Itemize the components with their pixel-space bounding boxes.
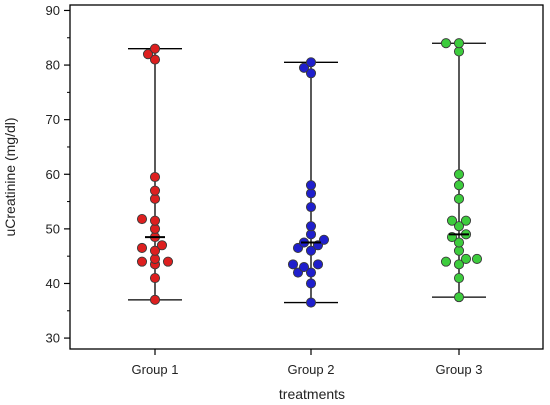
x-tick-label: Group 3 <box>436 362 483 377</box>
data-point <box>149 43 161 54</box>
data-point <box>149 54 161 65</box>
y-axis: 30 40 50 60 70 80 90 <box>46 3 70 346</box>
data-point <box>453 193 465 204</box>
plot-frame <box>69 4 544 350</box>
data-point <box>453 221 465 232</box>
y-axis-title: uCreatinine (mg/dl) <box>2 117 18 236</box>
y-tick-label: 40 <box>46 276 60 291</box>
data-point <box>162 256 174 267</box>
group-3 <box>432 38 486 303</box>
y-tick-label: 70 <box>46 112 60 127</box>
data-point <box>446 215 458 226</box>
data-point <box>453 38 465 49</box>
data-point <box>453 169 465 180</box>
group-2 <box>284 57 338 308</box>
data-point <box>287 259 299 270</box>
y-tick-label: 50 <box>46 221 60 236</box>
data-point <box>149 171 161 183</box>
data-point <box>136 242 148 254</box>
data-point <box>318 234 330 245</box>
data-point <box>136 256 148 267</box>
data-point <box>453 292 465 303</box>
data-point <box>136 213 148 225</box>
x-axis: Group 1 Group 2 Group 3 <box>132 349 483 377</box>
data-point <box>149 272 161 284</box>
data-point <box>471 253 483 264</box>
groups <box>128 38 486 308</box>
y-tick-label: 90 <box>46 3 60 18</box>
data-point <box>453 259 465 270</box>
data-point <box>453 272 465 284</box>
data-point <box>312 259 324 270</box>
data-point <box>305 245 317 256</box>
data-point <box>149 245 161 256</box>
data-point <box>305 278 317 289</box>
data-point <box>453 237 465 248</box>
y-tick-label: 60 <box>46 167 60 182</box>
y-tick-label: 30 <box>46 331 60 346</box>
data-point <box>305 68 317 79</box>
x-tick-label: Group 2 <box>288 362 335 377</box>
x-axis-title: treatments <box>279 386 345 402</box>
data-point <box>149 185 161 196</box>
data-point <box>149 294 161 305</box>
y-tick-label: 80 <box>46 58 60 73</box>
data-point <box>453 180 465 191</box>
data-point <box>305 57 317 68</box>
data-point <box>298 262 310 273</box>
group-1 <box>128 43 182 305</box>
data-point <box>305 221 317 232</box>
data-point <box>305 201 317 213</box>
data-point <box>440 38 452 49</box>
data-point <box>149 215 161 226</box>
data-point <box>305 297 317 308</box>
data-point <box>142 49 154 60</box>
data-point <box>460 253 472 264</box>
data-point <box>440 256 452 267</box>
x-tick-label: Group 1 <box>132 362 179 377</box>
data-point <box>298 62 310 73</box>
data-point <box>305 267 317 278</box>
data-point <box>460 215 472 226</box>
data-point <box>156 240 168 251</box>
data-point <box>305 180 317 191</box>
